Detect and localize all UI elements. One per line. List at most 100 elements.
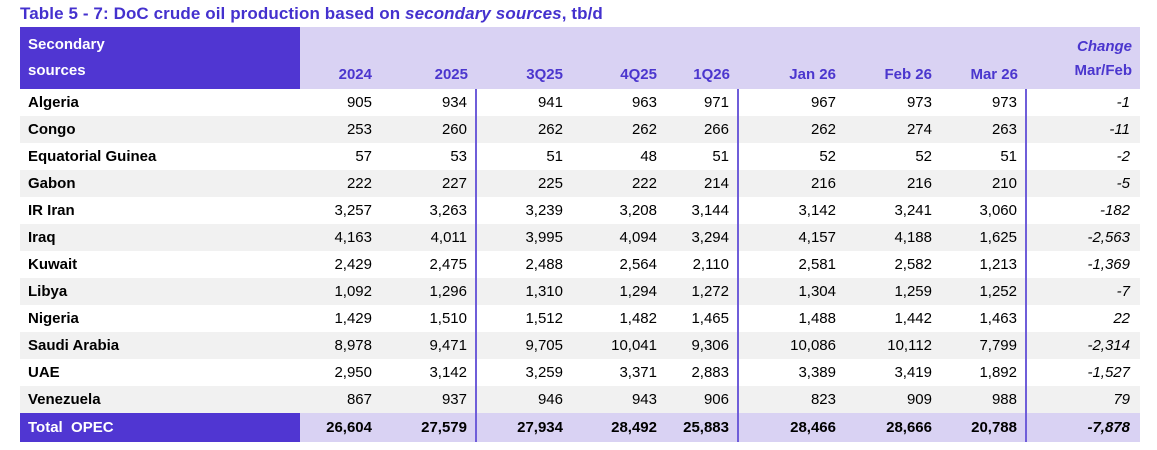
cell-3q25: 51 — [546, 148, 563, 165]
cell-jan26: 1,488 — [798, 310, 836, 327]
cell-mar26: 1,892 — [940, 359, 1027, 386]
cell-2025: 1,510 — [380, 305, 477, 332]
cell-4q25: 10,041 — [571, 332, 665, 359]
cell-1q26: 906 — [665, 386, 739, 413]
cell-2025: 260 — [380, 116, 477, 143]
cell-1q26: 214 — [665, 170, 739, 197]
table-title: Table 5 - 7: DoC crude oil production ba… — [20, 4, 1157, 24]
cell-mar26: 210 — [940, 170, 1027, 197]
cell-feb26: 3,241 — [894, 202, 932, 219]
title-suffix: , tb/d — [561, 4, 603, 23]
title-emphasis: secondary sources — [405, 4, 562, 23]
cell-4q25: 3,208 — [619, 202, 657, 219]
cell-feb26: 52 — [915, 148, 932, 165]
cell-jan26: 3,142 — [798, 202, 836, 219]
table-row: IR Iran 3,257 3,263 3,239 3,208 3,144 3,142 3,2… — [20, 197, 1140, 224]
total-cell-1q26: 25,883 — [665, 413, 739, 442]
change-header-top: Change — [1076, 38, 1132, 55]
cell-2025: 9,471 — [380, 332, 477, 359]
cell-feb26: 909 — [844, 386, 940, 413]
header-row: Secondary sources 2024 2025 3Q25 4Q25 1Q… — [20, 27, 1140, 89]
cell-3q25: 225 — [476, 170, 571, 197]
row-label-kuwait: Kuwait — [28, 256, 78, 273]
cell-mar26: 263 — [940, 116, 1027, 143]
table-footer: Total OPEC 26,604 27,579 27,934 28,492 2… — [20, 413, 1140, 442]
corner-header: Secondary sources — [20, 27, 300, 89]
cell-feb26: 973 — [906, 94, 932, 111]
table-row: Libya 1,092 1,296 1,310 1,294 1,272 1,304 1,259… — [20, 278, 1140, 305]
cell-1q26: 971 — [665, 89, 739, 116]
cell-change: -182 — [1099, 202, 1130, 219]
cell-feb26: 1,442 — [894, 310, 932, 327]
cell-feb26: 216 — [844, 170, 940, 197]
row-label-ir-iran: IR Iran — [28, 202, 75, 219]
table-row: Kuwait 2,429 2,475 2,488 2,564 2,110 2,581 2,58… — [20, 251, 1140, 278]
cell-jan26: 10,086 — [738, 332, 844, 359]
table-row: Algeria 905 934 941 963 971 967 973 973 -1 — [20, 89, 1140, 116]
cell-jan26: 4,157 — [738, 224, 844, 251]
change-header-bottom: Mar/Feb — [1074, 62, 1132, 79]
table-row: UAE 2,950 3,142 3,259 3,371 2,883 3,389 3,419 1,… — [20, 359, 1140, 386]
title-prefix: Table 5 - 7: DoC crude oil production ba… — [20, 4, 406, 23]
cell-2025: 3,263 — [380, 197, 477, 224]
cell-3q25: 1,512 — [525, 310, 563, 327]
cell-2025: 1,296 — [380, 278, 477, 305]
cell-2025: 937 — [380, 386, 477, 413]
cell-3q25: 3,995 — [476, 224, 571, 251]
cell-1q26: 51 — [665, 143, 739, 170]
cell-mar26: 1,213 — [940, 251, 1027, 278]
table-row: Iraq 4,163 4,011 3,995 4,094 3,294 4,157 4,188 1… — [20, 224, 1140, 251]
cell-mar26: 988 — [940, 386, 1027, 413]
cell-3q25: 3,259 — [525, 364, 563, 381]
table-row: Saudi Arabia 8,978 9,471 9,705 10,041 9,306 10… — [20, 332, 1140, 359]
cell-3q25: 262 — [476, 116, 571, 143]
table-row: Venezuela 867 937 946 943 906 823 909 988 79 — [20, 386, 1140, 413]
cell-feb26: 4,188 — [844, 224, 940, 251]
cell-feb26: 1,259 — [844, 278, 940, 305]
cell-mar26: 3,060 — [940, 197, 1027, 224]
table-row: Equatorial Guinea 57 53 51 48 51 52 52 51 -2 — [20, 143, 1140, 170]
cell-4q25: 1,482 — [619, 310, 657, 327]
cell-change: -1,369 — [1087, 256, 1130, 273]
total-row-label: Total OPEC — [20, 413, 300, 442]
cell-jan26: 52 — [819, 148, 836, 165]
total-cell-4q25: 28,492 — [571, 413, 665, 442]
col-header-change: Change Mar/Feb — [1026, 27, 1140, 89]
cell-1q26: 266 — [665, 116, 739, 143]
cell-4q25: 4,094 — [571, 224, 665, 251]
row-label-libya: Libya — [20, 278, 300, 305]
cell-change: -11 — [1026, 116, 1140, 143]
col-header-1q26: 1Q26 — [665, 27, 738, 89]
col-header-3q25: 3Q25 — [476, 27, 571, 89]
cell-2024: 1,092 — [300, 278, 380, 305]
cell-jan26: 967 — [810, 94, 836, 111]
cell-change: 22 — [1113, 310, 1130, 327]
cell-2024: 4,163 — [300, 224, 380, 251]
col-header-4q25: 4Q25 — [571, 27, 665, 89]
cell-change: -7 — [1026, 278, 1140, 305]
cell-2024: 2,429 — [334, 256, 372, 273]
col-header-2025: 2025 — [380, 27, 476, 89]
cell-3q25: 946 — [476, 386, 571, 413]
col-header-mar26: Mar 26 — [940, 27, 1026, 89]
cell-mar26: 1,252 — [940, 278, 1027, 305]
cell-2025: 934 — [380, 89, 477, 116]
cell-jan26: 823 — [738, 386, 844, 413]
cell-1q26: 2,110 — [665, 251, 739, 278]
cell-change: -1,527 — [1087, 364, 1130, 381]
cell-4q25: 3,371 — [619, 364, 657, 381]
row-label-uae: UAE — [28, 364, 60, 381]
total-cell-change: -7,878 — [1026, 413, 1140, 442]
cell-4q25: 943 — [571, 386, 665, 413]
row-label-iraq: Iraq — [20, 224, 300, 251]
cell-3q25: 941 — [537, 94, 563, 111]
row-label-algeria: Algeria — [28, 94, 79, 111]
cell-change: 79 — [1026, 386, 1140, 413]
row-label-nigeria: Nigeria — [28, 310, 79, 327]
cell-4q25: 2,564 — [619, 256, 657, 273]
row-label-saudi-arabia: Saudi Arabia — [20, 332, 300, 359]
cell-2025: 53 — [380, 143, 477, 170]
cell-jan26: 1,304 — [738, 278, 844, 305]
cell-2024: 905 — [346, 94, 372, 111]
cell-2025: 4,011 — [380, 224, 477, 251]
